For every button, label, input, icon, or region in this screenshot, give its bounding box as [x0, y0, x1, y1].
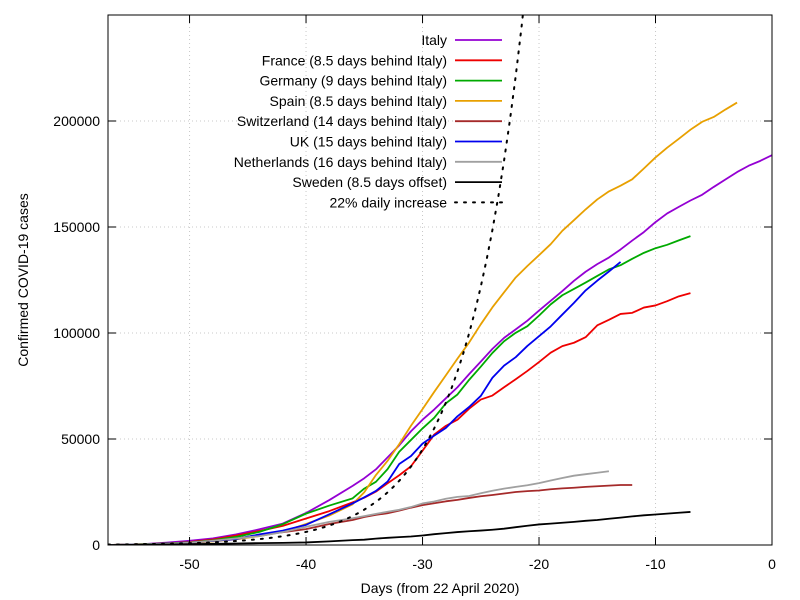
series-line-1	[108, 292, 691, 545]
series-line-8	[108, 15, 524, 545]
x-axis-label: Days (from 22 April 2020)	[361, 580, 520, 596]
grid	[108, 15, 772, 545]
legend-label: Italy	[421, 32, 447, 48]
y-tick-label: 100000	[53, 325, 100, 341]
x-tick-label: 0	[768, 556, 776, 572]
legend-label: UK (15 days behind Italy)	[290, 134, 447, 150]
legend-label: Spain (8.5 days behind Italy)	[270, 93, 447, 109]
legend: Italy France (8.5 days behind Italy) Germa…	[234, 32, 503, 210]
y-tick-label: 0	[92, 537, 100, 553]
legend-label: Netherlands (16 days behind Italy)	[234, 154, 447, 170]
x-tick-label: -40	[296, 556, 316, 572]
y-tick-label: 50000	[61, 431, 100, 447]
x-tick-label: -50	[179, 556, 199, 572]
legend-label: Germany (9 days behind Italy)	[259, 73, 447, 89]
series-line-7	[108, 511, 691, 545]
y-tick-label: 200000	[53, 113, 100, 129]
y-tick-label: 150000	[53, 219, 100, 235]
x-tick-label: -20	[529, 556, 549, 572]
x-tick-label: -30	[412, 556, 432, 572]
series-line-6	[108, 470, 610, 545]
x-tick-label: -10	[645, 556, 665, 572]
y-axis-label: Confirmed COVID-19 cases	[15, 193, 31, 367]
legend-label: Sweden (8.5 days offset)	[292, 174, 447, 190]
series-line-2	[108, 235, 691, 545]
axis-ticks: 0 50000 100000 150000 200000 -50 -40 -30 -20 -10 0	[53, 15, 776, 572]
legend-label: 22% daily increase	[329, 194, 447, 210]
legend-label: Switzerland (14 days behind Italy)	[237, 113, 447, 129]
legend-label: France (8.5 days behind Italy)	[262, 52, 447, 68]
plot-frame	[107, 14, 773, 546]
series-line-5	[108, 261, 622, 545]
series-layer	[108, 15, 772, 545]
